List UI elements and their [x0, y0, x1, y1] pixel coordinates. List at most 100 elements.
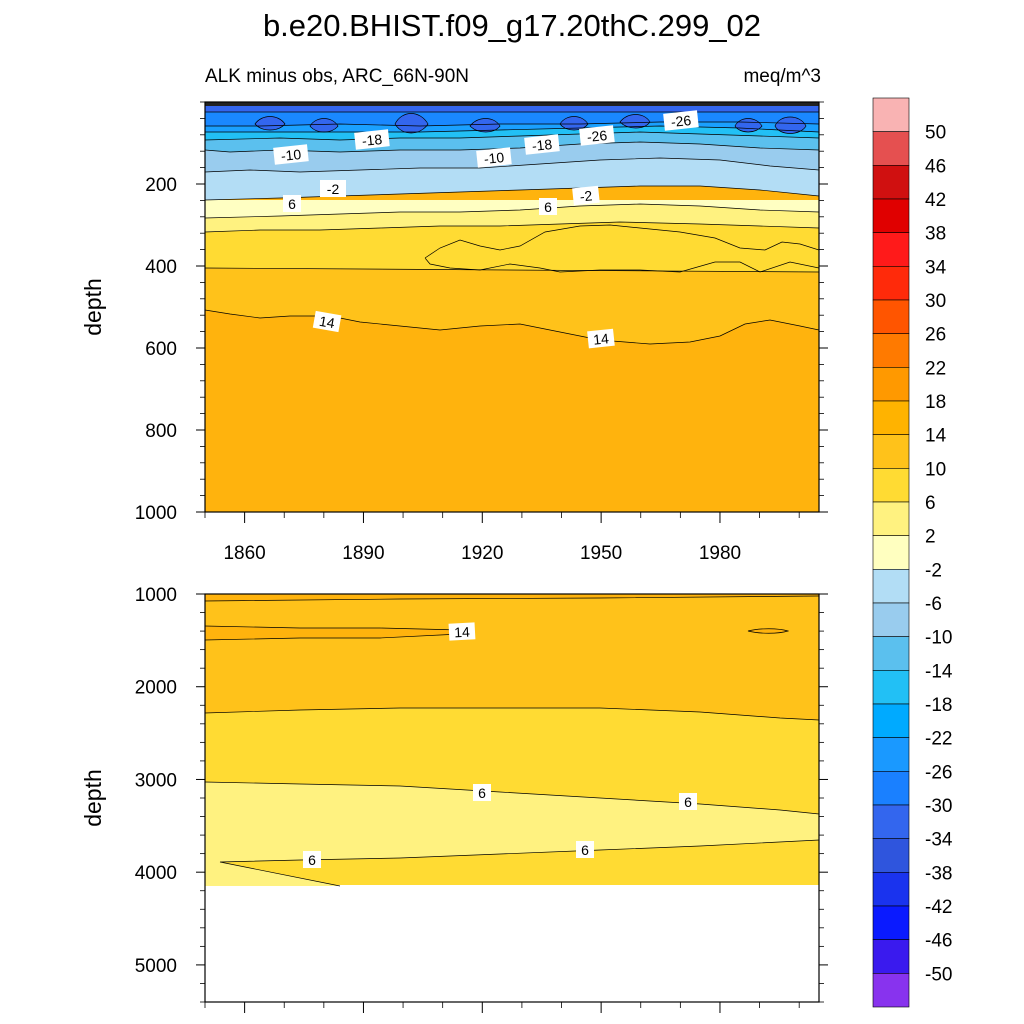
colorbar-label: -6 [925, 594, 942, 615]
colorbar-label: 18 [925, 392, 946, 413]
colorbar-swatch [872, 771, 910, 806]
lower-contour-labels: 14 6 6 6 6 [303, 622, 697, 868]
y-tick-label: 1000 [135, 503, 177, 524]
contour-label-box [587, 328, 615, 349]
contour-label-text: -26 [670, 112, 692, 130]
contour-label: 14 [448, 622, 476, 641]
colorbar-swatch [872, 333, 910, 368]
colorbar-swatch [872, 973, 910, 1008]
colorbar-label: -26 [925, 762, 952, 783]
contour-label-text: -2 [579, 187, 593, 204]
contour-label-box [579, 125, 615, 146]
colorbar-swatch [872, 434, 910, 469]
y-tick-label: 4000 [135, 863, 177, 884]
contour-label-text: 14 [318, 313, 336, 331]
y-tick-label: 1000 [135, 585, 177, 606]
x-tick-label: 1860 [223, 543, 265, 564]
colorbar-swatch [872, 569, 910, 604]
colorbar-swatch [872, 266, 910, 301]
colorbar-swatch [872, 838, 910, 873]
contour-label-text: 6 [478, 785, 486, 801]
contour-label-text: -26 [586, 127, 608, 145]
colorbar-label: 34 [925, 257, 947, 278]
contour-label-box [354, 129, 390, 150]
colorbar-swatch [872, 737, 910, 772]
contour-label-text: 6 [581, 842, 589, 858]
contour-label-text: 6 [288, 196, 296, 212]
contour-label-box [539, 198, 557, 215]
upper-axis-ticks: 200 400 600 800 1000 1860 1890 1920 1950 1980 [135, 101, 828, 564]
upper-contour-lines [205, 111, 819, 345]
x-tick-label: 1980 [699, 543, 741, 564]
colorbar-swatch [872, 232, 910, 267]
x-tick-label: 1920 [461, 543, 503, 564]
contour-label: 14 [312, 310, 342, 333]
upper-ylabel: depth [80, 278, 106, 336]
contour-label: -10 [273, 144, 309, 165]
fill-2-6 [205, 782, 819, 886]
colorbar-label: -42 [925, 897, 952, 918]
colorbar-swatch [872, 198, 910, 233]
x-tick-label: 1890 [342, 543, 384, 564]
y-tick-label: 400 [145, 257, 177, 278]
contour-label: -18 [524, 134, 560, 155]
y-tick-label: 3000 [135, 770, 177, 791]
contour-label: -26 [663, 110, 699, 131]
colorbar-swatch [872, 535, 910, 570]
colorbar-swatch [872, 468, 910, 503]
contour-label: 6 [679, 793, 697, 810]
contour-label-text: 6 [544, 199, 552, 215]
contour-label: 6 [576, 841, 594, 858]
colorbar-label: 14 [925, 426, 947, 447]
contour-label: -10 [476, 147, 512, 168]
colorbar-swatch [872, 905, 910, 940]
colorbar-label: 30 [925, 291, 946, 312]
fill-neg30-neg26 [205, 102, 819, 134]
colorbar-label: -10 [925, 628, 952, 649]
contour-label-box [473, 784, 491, 801]
contour-label-box [448, 622, 476, 641]
contour-label: 14 [587, 328, 615, 349]
colorbar-swatch [872, 602, 910, 637]
contour-label-text: 14 [454, 624, 471, 641]
lower-panel: 14 6 6 6 6 1000 2000 3000 4000 5000 depth [80, 585, 828, 1013]
y-tick-label: 600 [145, 339, 177, 360]
colorbar-swatch [872, 804, 910, 839]
contour-label: 6 [303, 851, 321, 868]
chart-title: b.e20.BHIST.f09_g17.20thC.299_02 [263, 8, 761, 43]
upper-frame [204, 101, 820, 513]
contour-label-box [663, 110, 699, 131]
contour-label-box [303, 851, 321, 868]
colorbar-label: -30 [925, 796, 952, 817]
upper-contour-fill [205, 102, 819, 512]
lower-contour-lines [205, 595, 819, 887]
colorbar-swatch [872, 165, 910, 200]
colorbar: 50 46 42 38 34 30 26 22 18 14 10 6 2 -2 -6 -10 -14 -18 -22… [872, 97, 953, 1008]
contour-label-text: -18 [361, 131, 383, 149]
contour-label-text: 6 [308, 852, 316, 868]
colorbar-swatch [872, 97, 910, 132]
contour-label-text: 14 [592, 330, 609, 348]
contour-label-box [312, 310, 342, 333]
contour-label: -18 [354, 129, 390, 150]
colorbar-label: 38 [925, 224, 946, 245]
x-tick-label: 1950 [580, 543, 622, 564]
colorbar-label: 6 [925, 493, 936, 514]
colorbar-label: -14 [925, 661, 953, 682]
contour-label-text: -2 [327, 181, 340, 197]
colorbar-label: 26 [925, 325, 946, 346]
contour-label-box [524, 134, 560, 155]
contour-label-text: -10 [483, 149, 505, 167]
contour-label: -26 [579, 125, 615, 146]
contour-label-box [283, 195, 301, 212]
contour-label-text: -10 [280, 146, 302, 164]
colorbar-label: -18 [925, 695, 952, 716]
colorbar-label: 42 [925, 190, 946, 211]
contour-label-box [273, 144, 309, 165]
colorbar-label: -38 [925, 863, 952, 884]
lower-axis-ticks: 1000 2000 3000 4000 5000 [135, 585, 828, 1013]
contour-label: -2 [320, 180, 346, 197]
